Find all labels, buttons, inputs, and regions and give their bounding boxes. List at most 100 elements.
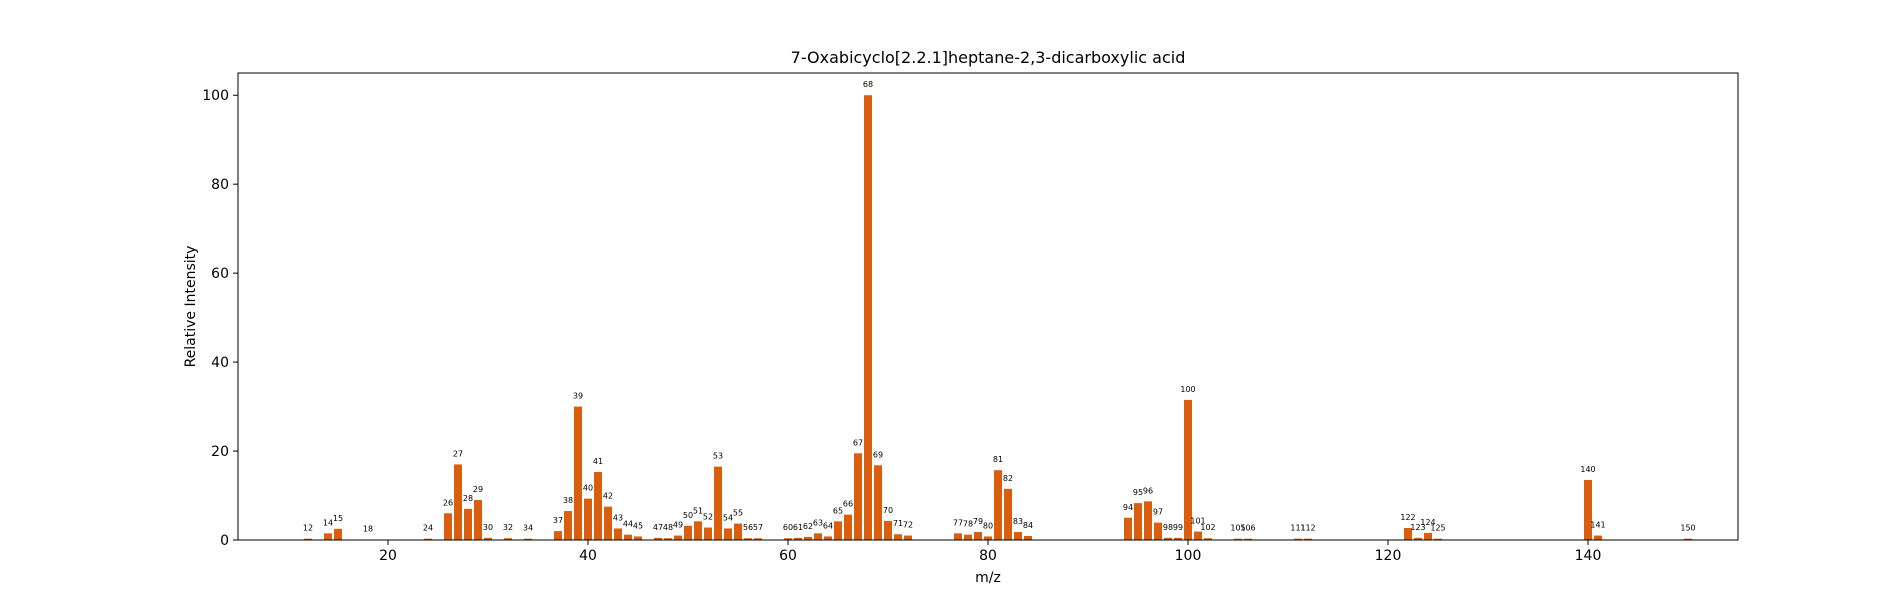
bar-label-mz-71: 71 xyxy=(893,519,903,528)
bar-mz-98 xyxy=(1164,537,1172,540)
bar-label-mz-150: 150 xyxy=(1680,524,1695,533)
bar-label-mz-125: 125 xyxy=(1430,524,1445,533)
bar-label-mz-34: 34 xyxy=(523,524,533,533)
bar-mz-140 xyxy=(1584,479,1592,540)
bar-mz-83 xyxy=(1014,531,1022,540)
bar-mz-125 xyxy=(1434,538,1442,540)
bar-mz-40 xyxy=(584,498,592,540)
bar-label-mz-47: 47 xyxy=(653,523,663,532)
bar-mz-28 xyxy=(464,508,472,540)
bar-label-mz-123: 123 xyxy=(1410,523,1425,532)
y-tick-label: 80 xyxy=(211,177,229,193)
bar-mz-122 xyxy=(1404,527,1412,540)
bar-mz-94 xyxy=(1124,517,1132,540)
bar-mz-53 xyxy=(714,466,722,540)
bar-mz-12 xyxy=(304,538,312,540)
bar-mz-71 xyxy=(894,534,902,540)
bar-mz-78 xyxy=(964,534,972,540)
bar-mz-30 xyxy=(484,537,492,540)
bar-label-mz-24: 24 xyxy=(423,524,433,533)
bar-mz-47 xyxy=(654,537,662,540)
bar-label-mz-80: 80 xyxy=(983,521,993,530)
bar-label-mz-18: 18 xyxy=(363,525,373,534)
bar-mz-141 xyxy=(1594,535,1602,540)
bar-mz-37 xyxy=(554,531,562,540)
bar-label-mz-124: 124 xyxy=(1420,518,1435,527)
bar-mz-41 xyxy=(594,471,602,540)
bar-mz-60 xyxy=(784,538,792,540)
bar-label-mz-67: 67 xyxy=(853,438,863,447)
bar-mz-112 xyxy=(1304,538,1312,540)
bar-label-mz-79: 79 xyxy=(973,517,983,526)
bar-label-mz-78: 78 xyxy=(963,520,973,529)
bar-label-mz-102: 102 xyxy=(1200,523,1215,532)
bar-label-mz-44: 44 xyxy=(623,520,633,529)
bar-label-mz-39: 39 xyxy=(573,392,583,401)
y-tick-label: 60 xyxy=(211,266,229,282)
bar-mz-102 xyxy=(1204,538,1212,540)
bar-label-mz-45: 45 xyxy=(633,521,643,530)
bar-label-mz-56: 56 xyxy=(743,523,753,532)
bar-label-mz-41: 41 xyxy=(593,457,603,466)
bar-mz-105 xyxy=(1234,538,1242,540)
bar-mz-38 xyxy=(564,511,572,540)
x-axis: 20 40 60 80 100 120 140 xyxy=(379,540,1601,564)
bar-label-mz-43: 43 xyxy=(613,513,623,522)
bar-mz-15 xyxy=(334,528,342,540)
bar-label-mz-62: 62 xyxy=(803,522,813,531)
bar-label-mz-64: 64 xyxy=(823,521,833,530)
bar-label-mz-60: 60 xyxy=(783,523,793,532)
bar-mz-50 xyxy=(684,525,692,540)
bar-mz-82 xyxy=(1004,488,1012,540)
bar-label-mz-84: 84 xyxy=(1023,521,1033,530)
bar-mz-52 xyxy=(704,527,712,540)
bar-mz-97 xyxy=(1154,522,1162,540)
bar-label-mz-32: 32 xyxy=(503,523,513,532)
bar-mz-62 xyxy=(804,536,812,540)
bar-mz-44 xyxy=(624,534,632,540)
bar-mz-57 xyxy=(754,538,762,540)
bar-label-mz-122: 122 xyxy=(1400,513,1415,522)
bar-label-mz-97: 97 xyxy=(1153,508,1163,517)
bar-label-mz-52: 52 xyxy=(703,513,713,522)
chart-title: 7-Oxabicyclo[2.2.1]heptane-2,3-dicarboxy… xyxy=(791,48,1186,67)
bar-label-mz-70: 70 xyxy=(883,506,893,515)
bar-label-mz-61: 61 xyxy=(793,523,803,532)
bar-mz-68 xyxy=(864,95,872,541)
bars-layer xyxy=(304,95,1692,541)
bar-mz-72 xyxy=(904,535,912,540)
bar-label-mz-111: 111 xyxy=(1290,524,1305,533)
y-axis: 0 20 40 60 80 100 xyxy=(202,88,238,549)
bar-mz-69 xyxy=(874,465,882,540)
bar-mz-29 xyxy=(474,499,482,540)
bar-mz-14 xyxy=(324,533,332,540)
bar-mz-96 xyxy=(1144,501,1152,540)
bar-label-mz-99: 99 xyxy=(1173,523,1183,532)
bar-label-mz-53: 53 xyxy=(713,452,723,461)
x-tick-label: 80 xyxy=(979,548,997,564)
y-tick-label: 0 xyxy=(220,533,229,549)
bar-label-mz-112: 112 xyxy=(1300,524,1315,533)
bar-mz-70 xyxy=(884,520,892,540)
y-tick-label: 20 xyxy=(211,444,229,460)
bar-mz-66 xyxy=(844,514,852,540)
y-tick-label: 100 xyxy=(202,88,229,104)
bar-label-mz-106: 106 xyxy=(1240,524,1255,533)
bar-mz-24 xyxy=(424,538,432,540)
bar-label-mz-101: 101 xyxy=(1190,517,1205,526)
bar-mz-79 xyxy=(974,531,982,540)
bar-label-mz-48: 48 xyxy=(663,523,673,532)
bar-mz-39 xyxy=(574,406,582,540)
bar-mz-65 xyxy=(834,521,842,540)
bar-mz-81 xyxy=(994,470,1002,540)
y-axis-label: Relative Intensity xyxy=(183,246,199,368)
bar-mz-123 xyxy=(1414,537,1422,540)
bar-label-mz-94: 94 xyxy=(1123,503,1133,512)
bar-label-mz-72: 72 xyxy=(903,521,913,530)
bar-mz-43 xyxy=(614,528,622,540)
bar-label-mz-77: 77 xyxy=(953,518,963,527)
bar-mz-111 xyxy=(1294,538,1302,540)
bar-label-mz-40: 40 xyxy=(583,484,593,493)
bar-mz-63 xyxy=(814,533,822,540)
